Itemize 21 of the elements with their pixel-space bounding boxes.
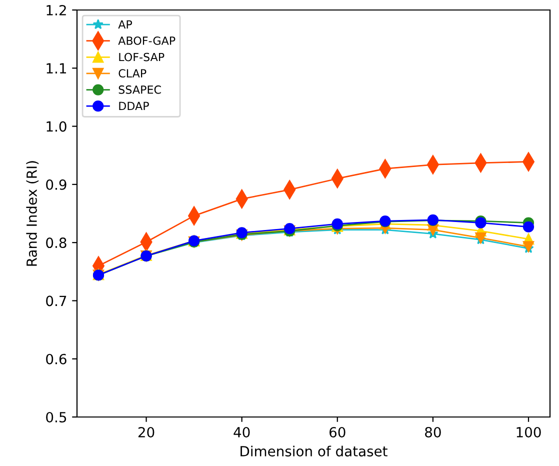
- legend-label: LOF-SAP: [119, 52, 164, 62]
- x-tick-label: 100: [516, 426, 541, 438]
- x-tick-label: 80: [425, 426, 441, 438]
- y-tick-label: 1.2: [46, 4, 66, 16]
- x-tick-label: 40: [234, 426, 250, 438]
- y-tick-label: 1.1: [46, 63, 66, 74]
- y-tick-label: 0.8: [46, 238, 66, 248]
- legend-label: SSAPEC: [118, 85, 161, 94]
- x-axis-title: Dimension of dataset: [240, 446, 388, 456]
- y-tick-label: 0.5: [46, 412, 66, 422]
- y-tick-label: 0.9: [46, 179, 66, 190]
- x-tick-label: 20: [138, 426, 154, 438]
- legend-label: DDAP: [119, 102, 149, 110]
- y-tick-label: 0.6: [46, 354, 66, 364]
- y-tick-label: 0.7: [46, 296, 66, 306]
- legend-label: AP: [118, 20, 132, 28]
- legend-label: CLAP: [118, 69, 146, 78]
- y-axis-title: Rand Index (RI): [26, 161, 39, 266]
- legend-label: ABOF-GAP: [118, 36, 176, 45]
- y-tick-label: 1.0: [46, 121, 66, 132]
- x-tick-label: 60: [330, 426, 346, 438]
